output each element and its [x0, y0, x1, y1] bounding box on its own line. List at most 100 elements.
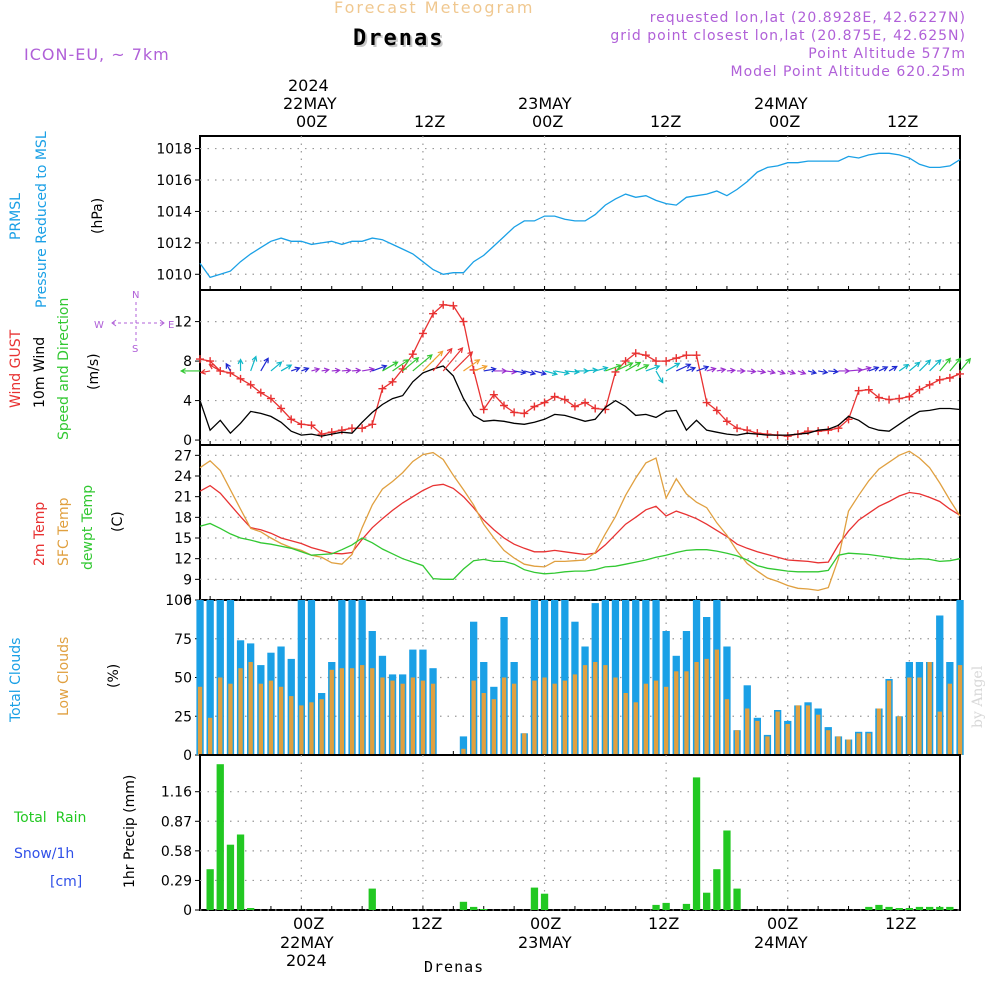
bar-3-1-55 [755, 720, 760, 755]
bar-3-0-73 [936, 615, 944, 755]
ytick-label-2-1: 9 [183, 572, 192, 588]
gust-point-49 [692, 351, 701, 360]
bar-3-1-43 [633, 702, 638, 755]
bar-3-1-49 [694, 662, 699, 755]
bar-3-1-16 [360, 665, 365, 755]
gust-point-6 [256, 388, 265, 397]
gust-point-34 [540, 398, 549, 407]
bar-3-1-14 [339, 668, 344, 755]
gust-point-44 [641, 351, 650, 360]
gust-point-26 [459, 317, 468, 326]
gust-point-55 [753, 429, 762, 438]
gust-point-37 [570, 402, 579, 411]
gust-point-68 [885, 395, 894, 404]
bottom-date-24: 24MAY [754, 933, 808, 952]
series-line-2-0 [199, 483, 961, 564]
ytick-label-1-0: 0 [183, 433, 192, 449]
bar-4-0-33 [530, 887, 539, 910]
ytick-label-4-4: 1.16 [161, 785, 192, 801]
wind-arrow-67 [878, 366, 889, 372]
bar-4-0-4 [236, 834, 245, 910]
wind-arrow-20 [402, 357, 420, 372]
bar-3-1-29 [491, 699, 496, 755]
top-tick-1: 12Z [414, 112, 446, 131]
bar-3-0-42 [622, 600, 630, 755]
wind-arrow-47 [676, 363, 692, 372]
top-date-24: 24MAY [754, 94, 808, 113]
bar-3-0-44 [642, 600, 650, 755]
bar-3-1-5 [248, 662, 253, 755]
gust-point-7 [266, 394, 275, 403]
bar-3-1-18 [380, 677, 385, 755]
bar-4-0-48 [682, 903, 691, 910]
gust-point-53 [733, 424, 742, 433]
gust-point-4 [236, 374, 245, 383]
bar-3-1-44 [643, 683, 648, 755]
bar-3-1-51 [714, 649, 719, 755]
gust-point-72 [925, 380, 934, 389]
wind-arrow-14 [341, 367, 352, 374]
bar-3-0-10 [297, 600, 305, 755]
bar-4-0-26 [459, 901, 468, 910]
bar-3-1-46 [664, 686, 669, 755]
gust-point-19 [388, 377, 397, 386]
ytick-label-1-2: 8 [183, 354, 192, 370]
bar-3-1-13 [329, 669, 334, 756]
grid-coords: grid point closest lon,lat (20.875E, 42.… [610, 28, 966, 44]
gust-point-42 [621, 357, 630, 366]
gust-point-12 [317, 430, 326, 439]
model-name: ICON-EU, ~ 7km [24, 45, 170, 64]
top-tick-3: 12Z [650, 112, 682, 131]
ytick-label-0-2: 1014 [156, 204, 192, 220]
wind-arrow-69 [898, 363, 910, 372]
bar-3-1-41 [613, 677, 618, 755]
wind-arrow-43 [635, 364, 650, 372]
bar-3-1-53 [734, 730, 740, 755]
bar-3-1-27 [471, 680, 476, 755]
bar-3-0-11 [307, 600, 316, 755]
gust-point-18 [378, 384, 387, 393]
series-line-0-0 [199, 152, 961, 279]
bar-3-1-60 [805, 705, 811, 755]
gust-point-75 [956, 369, 964, 378]
gust-point-23 [429, 309, 438, 318]
bar-3-1-65 [856, 733, 861, 755]
bottom-tick-5: 12Z [885, 914, 917, 933]
wind-arrow-70 [908, 361, 921, 372]
bar-3-1-2 [218, 677, 223, 755]
gust-point-71 [915, 385, 924, 394]
top-tick-5: 12Z [887, 112, 919, 131]
ytick-label-2-6: 24 [174, 469, 192, 485]
top-year: 2024 [288, 76, 329, 95]
bar-4-0-3 [226, 844, 235, 910]
top-tick-4: 00Z [769, 112, 801, 131]
bar-4-0-70 [905, 908, 913, 910]
ytick-label-0-3: 1016 [156, 173, 192, 189]
series-line-2-1 [199, 450, 961, 592]
wind-arrow-68 [888, 365, 898, 372]
wind-arrow-66 [868, 366, 880, 372]
gust-point-5 [246, 380, 255, 389]
bar-3-1-7 [268, 680, 274, 755]
wind-arrow-33 [534, 370, 547, 376]
wind-arrow-45 [655, 370, 664, 384]
bar-4-0-46 [662, 902, 670, 910]
wind-arrow-39 [595, 365, 609, 372]
bar-3-1-58 [785, 724, 790, 755]
bar-3-1-50 [704, 658, 709, 755]
wind-arrow-2 [208, 364, 221, 372]
bar-3-0-35 [551, 600, 559, 755]
wind-arrow-11 [311, 367, 321, 373]
wind-arrow-21 [412, 354, 433, 372]
wind-arrow-72 [929, 359, 942, 372]
bar-3-1-74 [947, 683, 952, 755]
bar-3-1-71 [917, 677, 922, 755]
bar-3-1-4 [238, 668, 243, 755]
gust-point-51 [712, 406, 721, 415]
bar-4-0-73 [936, 906, 944, 910]
gust-point-30 [500, 401, 508, 410]
wind-arrow-56 [767, 369, 777, 375]
wind-arrow-27 [473, 364, 488, 372]
gust-point-21 [408, 350, 417, 359]
wind-arrow-58 [787, 369, 797, 375]
